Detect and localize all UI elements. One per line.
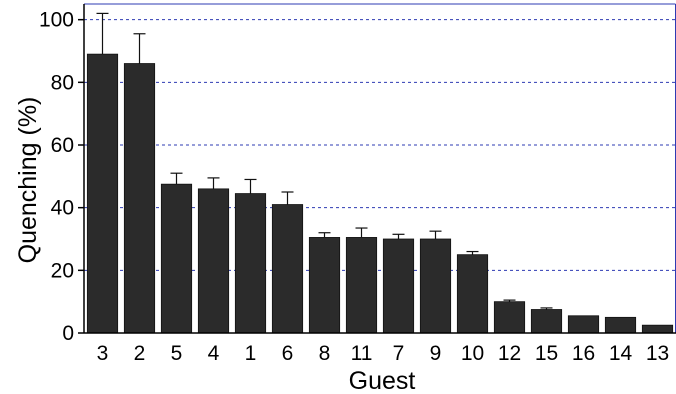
error-bar-guest-3: [96, 12, 109, 55]
error-bar-guest-2: [133, 33, 146, 64]
y-axis-label: Quenching (%): [14, 97, 42, 264]
error-bar-guest-4: [207, 177, 220, 189]
error-bar-guest-1: [244, 178, 257, 194]
bar-guest-13: [641, 324, 674, 334]
y-tick-label-60: 60: [51, 134, 74, 157]
y-tick-label-100: 100: [39, 9, 74, 32]
x-tick-label-11: 11: [351, 342, 373, 365]
bar-guest-10: [456, 254, 489, 334]
x-tick-label-8: 8: [319, 342, 331, 365]
error-bar-guest-8: [318, 232, 331, 238]
bars: [86, 53, 674, 334]
y-tick-labels: 0 20 40 60 80 100: [39, 9, 74, 345]
bar-guest-12: [493, 301, 526, 334]
x-axis-label: Guest: [349, 367, 416, 394]
x-tick-label-15: 15: [535, 342, 558, 365]
x-tick-label-13: 13: [646, 342, 669, 365]
x-tick-label-10: 10: [461, 342, 484, 365]
bar-guest-4: [197, 188, 230, 334]
x-tick-label-1: 1: [245, 342, 257, 365]
x-tick-label-7: 7: [393, 342, 405, 365]
bar-guest-11: [345, 237, 378, 334]
x-tick-label-5: 5: [171, 342, 183, 365]
bar-guest-9: [419, 238, 452, 334]
bar-guest-3: [86, 53, 119, 334]
error-bar-guest-5: [170, 172, 183, 185]
bar-guest-1: [234, 193, 267, 334]
x-tick-label-16: 16: [572, 342, 595, 365]
y-tick-label-80: 80: [51, 71, 74, 94]
error-bar-guest-9: [429, 230, 442, 239]
bar-guest-15: [530, 309, 563, 334]
bar-guest-6: [271, 204, 304, 334]
bar-guest-2: [123, 63, 156, 334]
error-bar-guest-12: [503, 299, 516, 302]
bar-guest-16: [567, 315, 600, 334]
error-bar-guest-15: [540, 307, 553, 310]
x-tick-label-4: 4: [208, 342, 220, 365]
bar-guest-8: [308, 237, 341, 334]
y-tick-label-20: 20: [51, 259, 74, 282]
bar-guest-5: [160, 183, 193, 334]
bar-guest-7: [382, 238, 415, 334]
bar-guest-14: [604, 316, 637, 334]
error-bar-guest-11: [355, 227, 368, 238]
x-tick-label-2: 2: [134, 342, 146, 365]
error-bars: [96, 12, 553, 310]
x-tick-label-14: 14: [609, 342, 633, 365]
x-tick-labels: 3 2 5 4 1 6 8 11 7 9 10 12 15 16 14 13: [97, 342, 670, 365]
error-bar-guest-7: [392, 233, 405, 239]
error-bar-guest-6: [281, 191, 294, 205]
y-tick-label-0: 0: [62, 322, 74, 345]
x-tick-label-3: 3: [97, 342, 109, 365]
error-bar-guest-10: [466, 250, 479, 255]
x-tick-label-6: 6: [282, 342, 294, 365]
x-tick-label-9: 9: [430, 342, 442, 365]
y-tick-label-40: 40: [51, 197, 74, 220]
x-tick-label-12: 12: [498, 342, 521, 365]
